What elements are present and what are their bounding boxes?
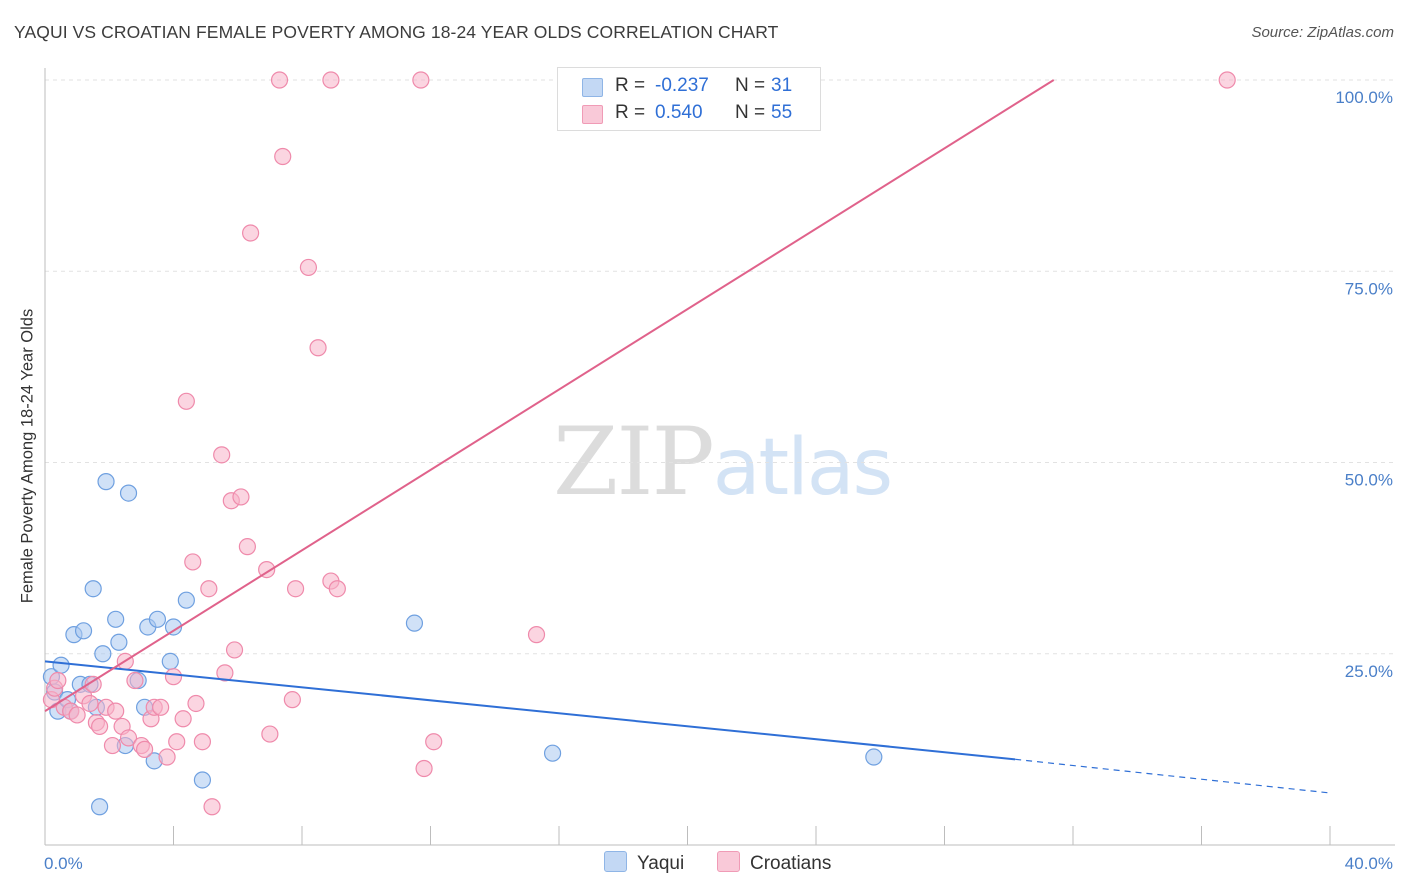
croatian-point: [103, 736, 122, 755]
croatian-point: [84, 675, 102, 693]
croatian-point: [425, 733, 443, 751]
croatian-point: [158, 748, 176, 766]
croatian-trend-line: [44, 79, 1055, 712]
croatian-point: [283, 691, 301, 709]
yaqui-point: [52, 656, 70, 674]
croatian-point: [261, 725, 279, 743]
croatian-point: [299, 258, 318, 277]
croatian-point: [328, 580, 346, 598]
croatian-point: [81, 694, 99, 713]
yaqui-point: [193, 771, 212, 789]
croatian-point: [168, 733, 186, 751]
x-tick-label: 40.0%: [1345, 854, 1393, 873]
grid-lines: [45, 79, 1395, 655]
yaqui-trend-extension: [1015, 758, 1331, 794]
n-value: 55: [771, 102, 793, 123]
croatian-point: [107, 702, 125, 720]
y-tick-label: 75.0%: [1345, 279, 1393, 298]
yaqui-point: [164, 618, 183, 636]
croatian-point: [1218, 71, 1236, 89]
r-value: -0.237: [655, 75, 709, 96]
croatian-point: [225, 641, 244, 659]
yaqui-legend-swatch: [604, 851, 627, 872]
yaqui-point: [91, 798, 109, 816]
axes: [44, 68, 1395, 846]
croatian-point: [119, 729, 138, 747]
croatian-point: [91, 717, 109, 736]
r-label: R =: [615, 102, 646, 123]
chart-title: YAQUI VS CROATIAN FEMALE POVERTY AMONG 1…: [14, 22, 779, 42]
correlation-legend: R = -0.237 N = 31 R = 0.540 N = 55: [557, 67, 821, 131]
yaqui-point: [110, 633, 128, 651]
croatian-point: [309, 339, 327, 357]
bottom-legend-croatians: Croatians: [717, 851, 831, 875]
croatian-point: [216, 664, 234, 682]
croatian-point: [49, 671, 67, 690]
croatian-point: [193, 733, 212, 751]
croatian-point: [258, 560, 276, 579]
croatian-point: [274, 147, 292, 166]
croatian-point: [184, 553, 202, 571]
croatian-point: [527, 626, 546, 644]
croatian-point: [270, 71, 289, 89]
croatian-point: [177, 392, 195, 410]
y-tick-label: 50.0%: [1345, 471, 1393, 490]
croatian-point: [203, 798, 221, 816]
y-tick-label: 25.0%: [1345, 662, 1393, 681]
x-tick-label: 0.0%: [44, 854, 83, 873]
croatian-point: [213, 446, 231, 464]
croatian-point: [242, 224, 260, 242]
croatian-point: [200, 580, 218, 598]
yaqui-point: [119, 484, 138, 502]
n-label: N =: [735, 102, 766, 123]
n-label: N =: [735, 75, 766, 96]
bottom-legend-yaqui: Yaqui: [604, 851, 684, 875]
y-tick-label: 100.0%: [1335, 88, 1393, 107]
yaqui-point: [94, 645, 112, 663]
yaqui-legend-label: Yaqui: [637, 853, 685, 874]
croatian-point: [238, 538, 256, 556]
croatian-point: [187, 694, 205, 713]
yaqui-trend-line: [44, 660, 1016, 761]
tick-labels: 100.0% 75.0% 50.0% 25.0% 0.0% 40.0%: [44, 88, 1393, 873]
croatian-point: [174, 710, 192, 728]
n-value: 31: [771, 75, 793, 96]
yaqui-point: [84, 580, 102, 598]
croatian-point: [415, 759, 433, 778]
watermark-atlas: atlas: [712, 423, 893, 513]
croatian-legend-label: Croatians: [750, 853, 832, 874]
croatian-point: [412, 71, 430, 89]
trend-lines: [44, 79, 1331, 794]
watermark: ZIPatlas: [553, 408, 893, 517]
yaqui-point: [865, 748, 883, 766]
source-credit: Source: ZipAtlas.com: [1251, 24, 1394, 41]
croatian-point: [152, 698, 170, 716]
croatian-point: [164, 668, 183, 686]
yaqui-point: [97, 473, 115, 491]
croatian-swatch: [582, 105, 603, 124]
yaqui-point: [161, 652, 179, 671]
yaqui-swatch: [582, 78, 603, 97]
croatian-point: [135, 740, 154, 758]
yaqui-point: [74, 622, 93, 640]
r-value: 0.540: [655, 102, 703, 123]
r-label: R =: [615, 75, 646, 96]
croatian-point: [68, 706, 86, 724]
yaqui-point: [107, 610, 125, 628]
croatian-point: [232, 488, 250, 506]
croatian-point: [126, 671, 144, 690]
yaqui-point: [543, 744, 562, 762]
croatian-point: [322, 71, 340, 89]
yaqui-point: [405, 614, 424, 632]
croatian-points: [42, 71, 1236, 816]
yaqui-point: [177, 591, 195, 609]
yaqui-point: [148, 610, 167, 628]
croatian-point: [286, 580, 305, 598]
croatian-legend-swatch: [717, 851, 740, 872]
